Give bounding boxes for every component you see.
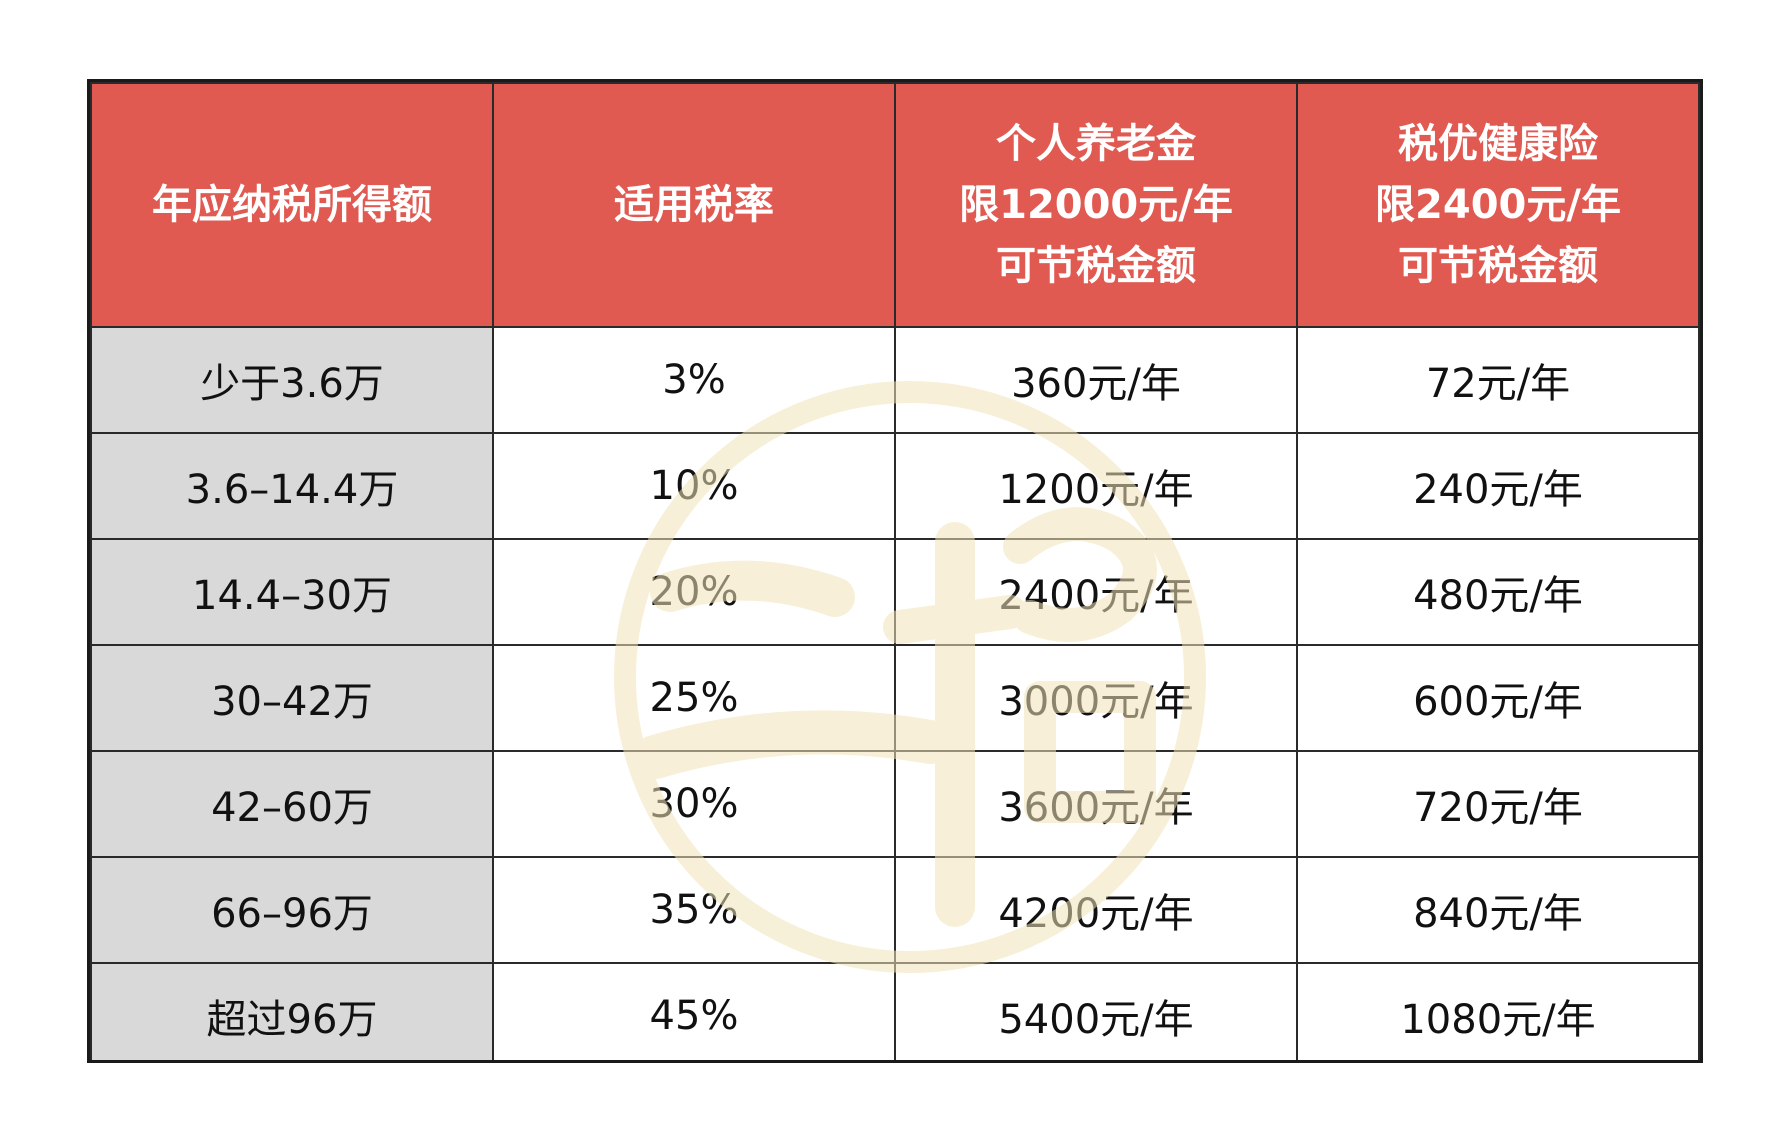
cell-health-savings: 720元/年 [1296,750,1700,858]
cell-income-bracket: 42–60万 [90,750,494,858]
header-line: 可节税金额 [1398,242,1598,289]
cell-tax-rate: 25% [492,644,896,752]
table-row: 30–42万 25% 3000元/年 600元/年 [90,644,1700,752]
cell-tax-rate: 45% [492,962,896,1060]
tax-savings-table-container: 年应纳税所得额 适用税率 个人养老金 限12000元/年 可节税金额 税优健康险… [87,79,1703,1063]
cell-health-savings: 240元/年 [1296,432,1700,540]
header-line: 税优健康险 [1398,120,1598,167]
cell-health-savings: 1080元/年 [1296,962,1700,1060]
cell-income-bracket: 3.6–14.4万 [90,432,494,540]
header-tax-rate: 适用税率 [492,82,896,328]
table-row: 3.6–14.4万 10% 1200元/年 240元/年 [90,432,1700,540]
cell-health-savings: 72元/年 [1296,326,1700,434]
cell-pension-savings: 2400元/年 [894,538,1298,646]
cell-pension-savings: 360元/年 [894,326,1298,434]
cell-pension-savings: 4200元/年 [894,856,1298,964]
table-row: 14.4–30万 20% 2400元/年 480元/年 [90,538,1700,646]
table-row: 超过96万 45% 5400元/年 1080元/年 [90,962,1700,1060]
cell-pension-savings: 3000元/年 [894,644,1298,752]
cell-tax-rate: 3% [492,326,896,434]
header-pension-savings: 个人养老金 限12000元/年 可节税金额 [894,82,1298,328]
cell-income-bracket: 30–42万 [90,644,494,752]
cell-health-savings: 480元/年 [1296,538,1700,646]
cell-tax-rate: 35% [492,856,896,964]
header-line: 适用税率 [614,181,774,228]
cell-tax-rate: 10% [492,432,896,540]
table-row: 66–96万 35% 4200元/年 840元/年 [90,856,1700,964]
header-line: 可节税金额 [996,242,1196,289]
table-header-row: 年应纳税所得额 适用税率 个人养老金 限12000元/年 可节税金额 税优健康险… [90,82,1700,328]
cell-income-bracket: 超过96万 [90,962,494,1060]
cell-pension-savings: 1200元/年 [894,432,1298,540]
header-line: 限12000元/年 [959,181,1233,228]
header-line: 限2400元/年 [1375,181,1621,228]
cell-health-savings: 840元/年 [1296,856,1700,964]
header-line: 年应纳税所得额 [152,181,432,228]
cell-pension-savings: 5400元/年 [894,962,1298,1060]
cell-health-savings: 600元/年 [1296,644,1700,752]
cell-tax-rate: 20% [492,538,896,646]
cell-tax-rate: 30% [492,750,896,858]
table-row: 少于3.6万 3% 360元/年 72元/年 [90,326,1700,434]
tax-savings-table: 年应纳税所得额 适用税率 个人养老金 限12000元/年 可节税金额 税优健康险… [90,82,1700,1060]
cell-income-bracket: 少于3.6万 [90,326,494,434]
cell-income-bracket: 14.4–30万 [90,538,494,646]
table-row: 42–60万 30% 3600元/年 720元/年 [90,750,1700,858]
header-line: 个人养老金 [996,120,1196,167]
cell-pension-savings: 3600元/年 [894,750,1298,858]
cell-income-bracket: 66–96万 [90,856,494,964]
header-taxable-income: 年应纳税所得额 [90,82,494,328]
header-health-insurance-savings: 税优健康险 限2400元/年 可节税金额 [1296,82,1700,328]
